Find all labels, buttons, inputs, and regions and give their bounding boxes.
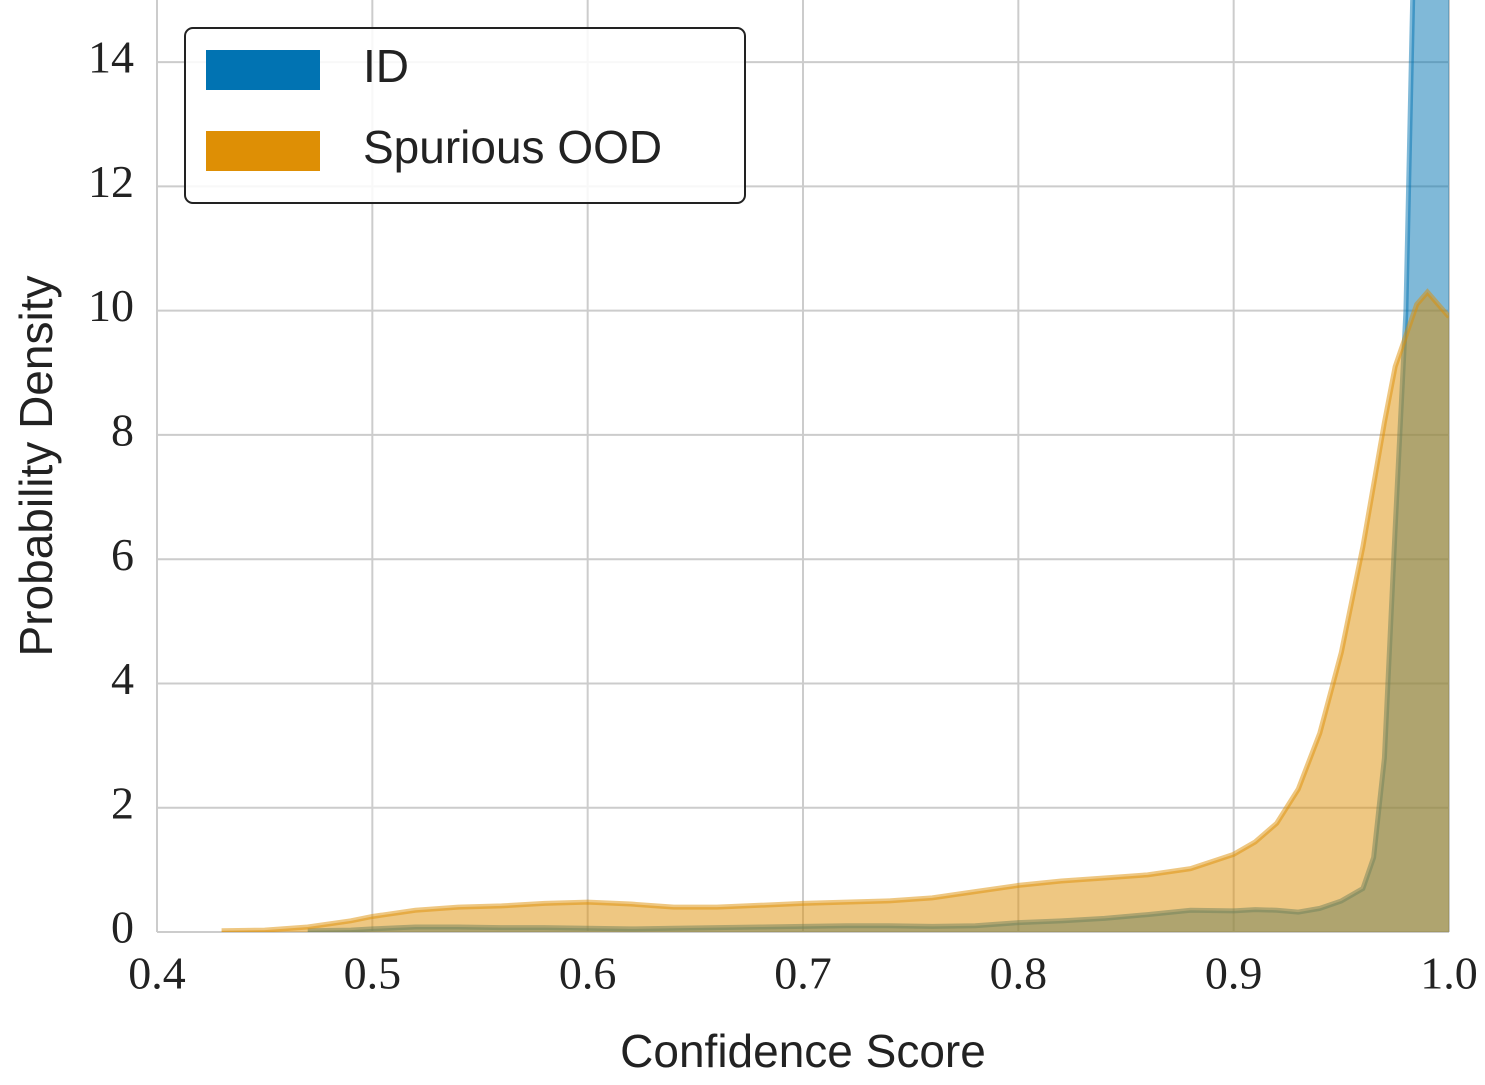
plot-area — [221, 0, 1449, 932]
x-tick-label: 0.4 — [128, 948, 186, 999]
grid — [156, 0, 1450, 933]
legend-label: ID — [363, 40, 409, 92]
axes: 0.4 0.5 0.6 0.7 0.8 0.9 1.0 0 2 4 6 8 10 12 14 — [88, 32, 1478, 999]
legend-swatch — [206, 50, 320, 90]
y-tick-label: 10 — [88, 280, 134, 331]
y-tick-label: 14 — [88, 32, 134, 83]
y-tick-label: 0 — [111, 902, 134, 953]
y-tick-label: 8 — [111, 404, 134, 455]
legend-box — [184, 27, 746, 204]
legend-swatch — [206, 131, 320, 171]
legend: ID Spurious OOD — [184, 27, 746, 204]
y-axis-label: Probability Density — [10, 276, 62, 657]
x-tick-label: 0.8 — [990, 948, 1048, 999]
x-tick-label: 0.5 — [344, 948, 402, 999]
legend-label: Spurious OOD — [363, 121, 662, 173]
x-axis-label: Confidence Score — [620, 1025, 986, 1077]
x-tick-label: 0.6 — [559, 948, 617, 999]
y-tick-label: 12 — [88, 156, 134, 207]
line — [221, 288, 1449, 932]
x-tick-label: 0.9 — [1205, 948, 1263, 999]
x-tick-label: 1.0 — [1420, 948, 1478, 999]
area — [221, 292, 1449, 932]
y-tick-label: 2 — [111, 777, 134, 828]
x-tick-label: 0.7 — [774, 948, 832, 999]
y-tick-label: 6 — [111, 529, 134, 580]
y-tick-label: 4 — [111, 653, 134, 704]
